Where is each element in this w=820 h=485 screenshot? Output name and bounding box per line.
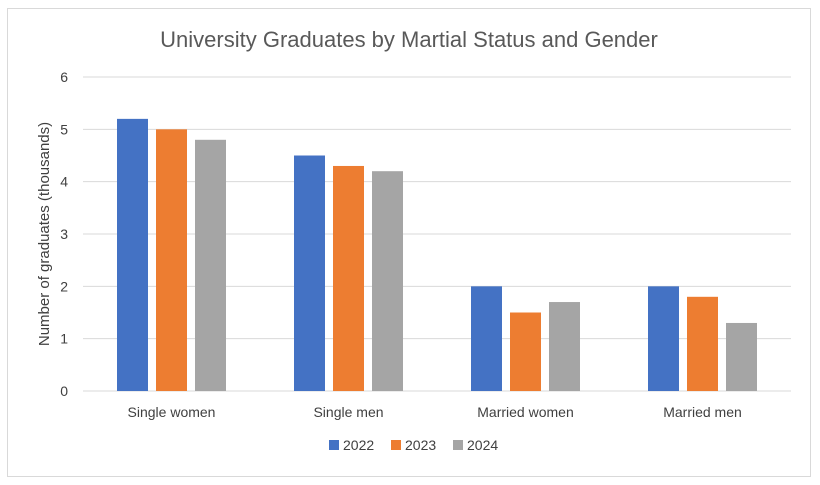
y-tick-label: 3 [60, 226, 68, 242]
legend-label: 2024 [467, 437, 498, 453]
bar-2024-married-men [726, 322, 757, 391]
legend-label: 2022 [343, 437, 374, 453]
legend-label: 2023 [405, 437, 436, 453]
y-tick-label: 4 [60, 174, 68, 190]
y-axis-ticks: 0 1 2 3 4 5 6 [60, 69, 68, 399]
bar-2023-single-men [333, 165, 364, 391]
bar-2022-married-women [471, 286, 502, 391]
y-tick-label: 5 [60, 121, 68, 137]
bar-2024-single-women [195, 139, 226, 391]
bar-2024-single-men [372, 171, 403, 391]
bar-2023-married-women [510, 312, 541, 391]
bar-2023-married-men [687, 296, 718, 391]
x-axis-ticks: Single women Single men Married women Marri… [128, 404, 742, 420]
x-tick-label: Single men [313, 404, 383, 420]
bar-2023-single-women [156, 129, 187, 392]
legend: 2022 2023 2024 [329, 437, 498, 453]
bar-2024-married-women [549, 302, 580, 391]
bar-2022-single-men [294, 155, 325, 391]
y-tick-label: 0 [60, 383, 68, 399]
bar-2022-married-men [648, 286, 679, 391]
bars [117, 118, 757, 392]
x-tick-label: Married men [663, 404, 742, 420]
legend-swatch-2022 [329, 440, 339, 450]
y-tick-label: 2 [60, 278, 68, 294]
y-tick-label: 1 [60, 331, 68, 347]
x-tick-label: Married women [477, 404, 573, 420]
legend-swatch-2023 [391, 440, 401, 450]
legend-swatch-2024 [453, 440, 463, 450]
x-tick-label: Single women [128, 404, 216, 420]
bar-2022-single-women [117, 118, 148, 391]
y-tick-label: 6 [60, 69, 68, 85]
chart-title: University Graduates by Martial Status a… [160, 27, 658, 52]
y-axis-label: Number of graduates (thousands) [36, 122, 53, 346]
gridlines [83, 76, 791, 392]
